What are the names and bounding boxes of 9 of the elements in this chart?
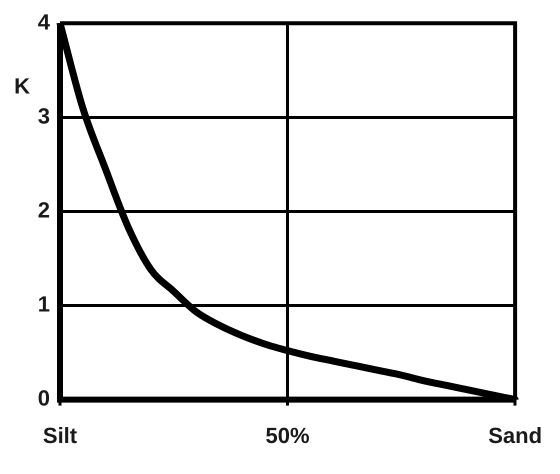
y-tick-label: 1 — [38, 292, 50, 317]
x-tick-label: Silt — [42, 422, 78, 448]
y-axis-title: K — [14, 73, 30, 98]
x-tick-label: Sand — [488, 422, 542, 448]
x-tick-label: 50% — [266, 422, 310, 448]
y-tick-label: 2 — [38, 197, 50, 222]
y-tick-label: 3 — [38, 103, 50, 128]
y-tick-label: 4 — [38, 9, 51, 34]
y-tick-label: 0 — [38, 386, 50, 411]
